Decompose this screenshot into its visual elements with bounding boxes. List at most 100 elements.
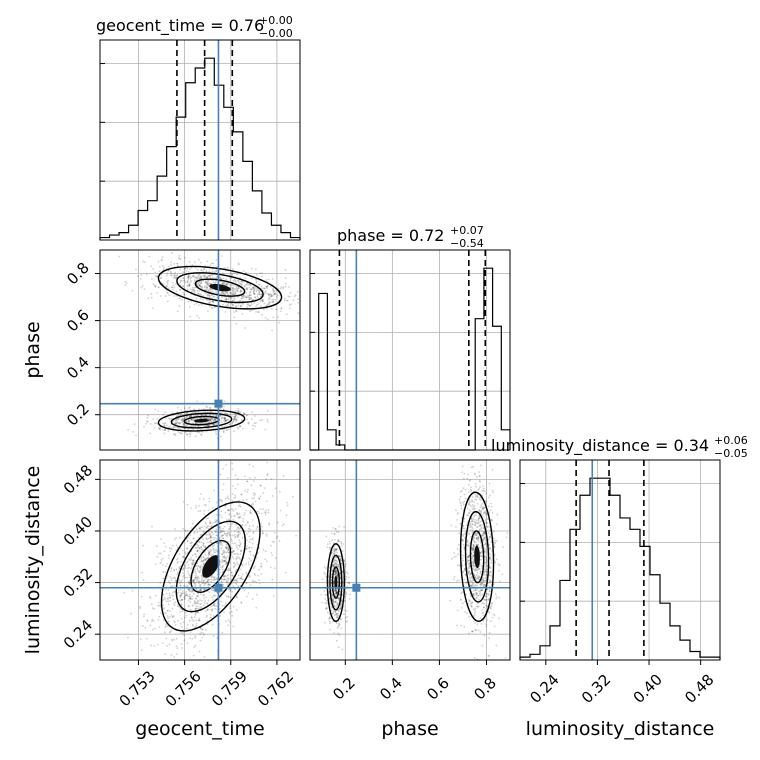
sample-point: [245, 582, 248, 584]
sample-point: [264, 428, 267, 431]
sample-point: [236, 577, 239, 580]
sample-point: [207, 584, 210, 587]
sample-point: [496, 513, 499, 516]
sample-point: [490, 555, 492, 558]
sample-point: [284, 277, 287, 280]
sample-point: [191, 591, 193, 593]
sample-point: [198, 293, 201, 296]
sample-point: [341, 599, 343, 602]
sample-point: [209, 419, 212, 421]
sample-point: [186, 661, 188, 663]
sample-point: [336, 604, 338, 607]
sample-point: [229, 588, 232, 591]
sample-point: [198, 505, 201, 507]
sample-point: [225, 283, 228, 286]
sample-point: [235, 579, 238, 582]
sample-point: [472, 567, 474, 570]
sample-point: [188, 582, 191, 584]
sample-point: [253, 302, 256, 304]
sample-point: [233, 430, 235, 433]
sample-point: [231, 542, 234, 545]
sample-point: [225, 278, 227, 281]
sample-point: [470, 488, 472, 491]
sample-point: [184, 431, 187, 434]
sample-point: [505, 536, 508, 539]
sample-point: [459, 502, 462, 505]
sample-point: [192, 580, 195, 583]
sample-point: [263, 287, 266, 290]
density-peak: [202, 555, 220, 578]
sample-point: [170, 286, 173, 289]
sample-point: [197, 595, 199, 598]
sample-point: [231, 293, 233, 296]
sample-point: [220, 510, 223, 513]
sample-point: [164, 653, 167, 656]
sample-point: [189, 433, 192, 436]
sample-point: [463, 568, 466, 571]
sample-point: [460, 507, 463, 510]
sample-point: [261, 313, 263, 316]
sample-point: [198, 541, 201, 543]
sample-point: [194, 546, 197, 549]
sample-point: [200, 602, 203, 605]
sample-point: [201, 628, 204, 631]
sample-point: [197, 273, 200, 276]
sample-point: [258, 291, 261, 294]
sample-point: [173, 604, 176, 607]
sample-point: [471, 576, 474, 579]
sample-point: [251, 542, 254, 545]
sample-point: [186, 433, 188, 436]
sample-point: [202, 563, 205, 566]
sample-point: [328, 616, 331, 619]
sample-point: [329, 628, 332, 631]
sample-point: [171, 607, 174, 610]
sample-point: [462, 554, 464, 557]
sample-point: [339, 607, 342, 610]
sample-point: [164, 631, 166, 634]
sample-point: [235, 523, 238, 526]
sample-point: [201, 582, 204, 585]
sample-point: [141, 571, 144, 574]
sample-point: [479, 551, 482, 554]
sample-point: [188, 284, 191, 287]
sample-point: [209, 521, 211, 524]
sample-point: [199, 493, 202, 495]
sample-point: [203, 584, 206, 587]
sample-point: [235, 310, 238, 313]
sample-point: [490, 502, 492, 505]
sample-point: [474, 514, 477, 516]
sample-point: [204, 292, 207, 295]
sample-point: [219, 473, 222, 476]
sample-point: [200, 277, 202, 279]
sample-point: [178, 580, 181, 583]
sample-point: [342, 582, 344, 585]
sample-point: [239, 541, 241, 544]
sample-point: [332, 563, 335, 566]
sample-point: [167, 617, 169, 619]
sample-point: [209, 419, 212, 421]
sample-point: [256, 526, 259, 529]
sample-point: [207, 417, 210, 420]
sample-point: [475, 597, 478, 599]
sample-point: [225, 305, 228, 308]
sample-point: [337, 531, 340, 533]
sample-point: [210, 554, 213, 557]
sample-point: [209, 417, 212, 420]
sample-point: [166, 300, 169, 303]
sample-point: [339, 618, 342, 621]
sample-point: [273, 290, 276, 292]
sample-point: [206, 524, 209, 527]
sample-point: [221, 553, 224, 556]
sample-point: [462, 570, 465, 573]
sample-point: [150, 293, 153, 295]
sample-point: [221, 292, 224, 295]
sample-point: [263, 291, 266, 294]
sample-point: [185, 591, 188, 593]
sample-point: [230, 574, 233, 577]
sample-point: [334, 571, 337, 574]
sample-point: [294, 294, 297, 297]
sample-point: [174, 422, 177, 425]
sample-point: [338, 555, 341, 558]
sample-point: [187, 536, 190, 539]
sample-point: [329, 547, 332, 549]
